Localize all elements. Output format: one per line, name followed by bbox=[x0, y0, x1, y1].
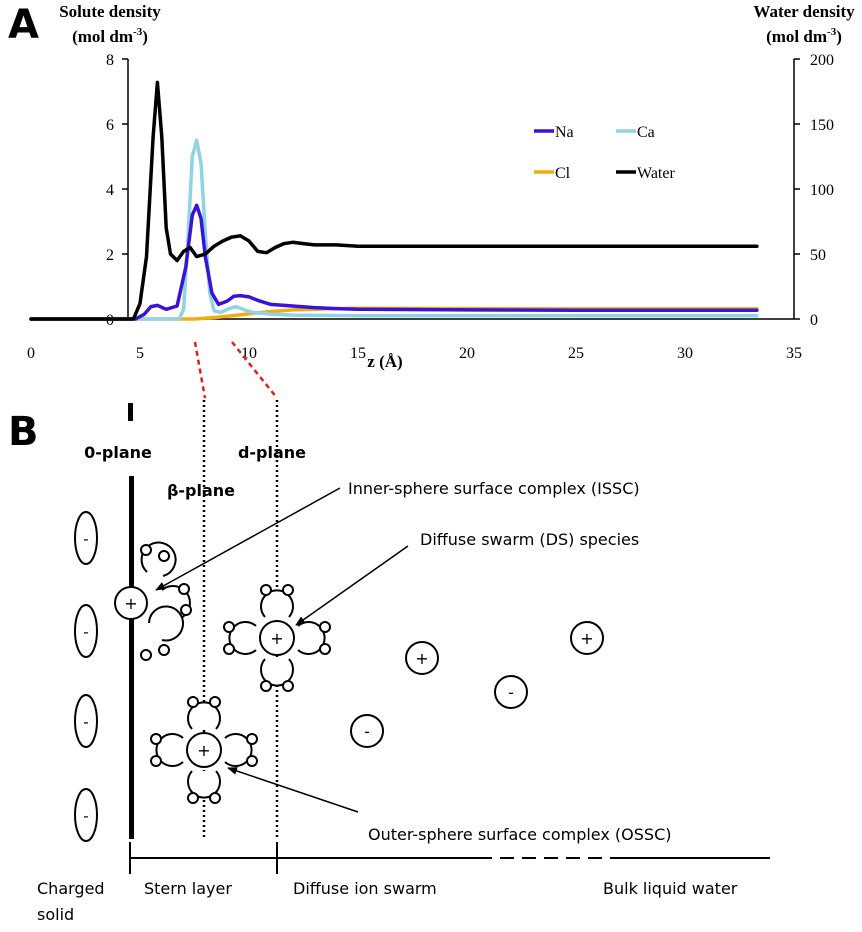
zero-plane-line bbox=[129, 476, 134, 839]
left-y-tick-label: 6 bbox=[106, 117, 114, 134]
right-y-tick-label: 200 bbox=[810, 52, 834, 69]
right-axis-title-line1: Water density bbox=[753, 2, 855, 21]
left-y-tick-label: 4 bbox=[106, 182, 114, 199]
legend: Na Ca Cl Water bbox=[534, 124, 675, 182]
panel-b: B 0-plane β-plane d-plane - - - - bbox=[8, 400, 770, 924]
x-tick-label: 0 bbox=[27, 345, 35, 362]
legend-label-na: Na bbox=[555, 124, 574, 141]
issc-arrow bbox=[155, 487, 341, 591]
chart-series bbox=[29, 80, 759, 321]
panel-a-label: A bbox=[8, 2, 39, 48]
svg-text:+: + bbox=[270, 629, 283, 648]
right-y-tick-label: 100 bbox=[810, 182, 834, 199]
svg-text:-: - bbox=[364, 722, 370, 741]
x-tick-label: 35 bbox=[786, 345, 802, 362]
left-y-tick-label: 2 bbox=[106, 247, 114, 264]
zero-plane-top-mark bbox=[128, 403, 133, 421]
right-y-tick-label: 50 bbox=[810, 247, 826, 264]
cation: + bbox=[186, 732, 222, 768]
beta-plane-label: β-plane bbox=[167, 481, 235, 500]
water-molecule bbox=[140, 541, 177, 577]
surface-negative-charge: - bbox=[74, 788, 98, 842]
left-y-tick-label: 8 bbox=[106, 52, 114, 69]
svg-text:-: - bbox=[508, 683, 514, 702]
water-molecule bbox=[260, 658, 294, 692]
x-tick-label: 20 bbox=[459, 345, 475, 362]
water-molecule bbox=[187, 770, 221, 804]
x-tick-label: 30 bbox=[677, 345, 693, 362]
right-y-tick-label: 150 bbox=[810, 117, 834, 134]
region-label-diffuse: Diffuse ion swarm bbox=[293, 879, 437, 898]
water-molecule bbox=[297, 621, 331, 655]
panel-b-label: B bbox=[8, 409, 39, 455]
svg-text:-: - bbox=[83, 807, 88, 825]
svg-text:+: + bbox=[197, 741, 210, 760]
panel-a: A Solute density (mol dm-3) Water densit… bbox=[8, 2, 855, 399]
series-line-water bbox=[29, 80, 759, 321]
zero-plane-label: 0-plane bbox=[84, 443, 152, 462]
right-y-tick-label: 0 bbox=[810, 312, 818, 329]
svg-text:-: - bbox=[83, 530, 88, 548]
svg-text:+: + bbox=[124, 594, 137, 613]
water-molecule bbox=[187, 696, 221, 730]
legend-label-cl: Cl bbox=[555, 165, 571, 182]
surface-charges: - - - - bbox=[74, 511, 98, 842]
water-molecule bbox=[140, 605, 184, 661]
surface-negative-charge: - bbox=[74, 604, 98, 658]
svg-text:+: + bbox=[415, 649, 428, 668]
water-molecule bbox=[223, 621, 257, 655]
free-cation: + bbox=[405, 641, 439, 675]
svg-text:-: - bbox=[83, 713, 88, 731]
d-plane-label: d-plane bbox=[238, 443, 306, 462]
x-tick-label: 10 bbox=[241, 345, 257, 362]
x-tick-label: 15 bbox=[350, 345, 366, 362]
issc-complex: + bbox=[114, 541, 192, 661]
cation: + bbox=[259, 620, 295, 656]
issc-label: Inner-sphere surface complex (ISSC) bbox=[348, 479, 640, 498]
connector-d bbox=[231, 341, 278, 399]
ossc-label: Outer-sphere surface complex (OSSC) bbox=[368, 825, 671, 844]
left-axis-title-line2: (mol dm-3) bbox=[72, 26, 148, 46]
ds-label: Diffuse swarm (DS) species bbox=[420, 530, 639, 549]
legend-label-water: Water bbox=[637, 165, 675, 182]
cation: + bbox=[114, 586, 148, 620]
ds-complex: + bbox=[223, 584, 331, 692]
free-ions: + + - - bbox=[350, 621, 604, 748]
free-anion: - bbox=[350, 714, 384, 748]
region-label-solid-line2: solid bbox=[37, 905, 74, 924]
surface-negative-charge: - bbox=[74, 694, 98, 748]
region-label-bulk: Bulk liquid water bbox=[603, 879, 738, 898]
series-line-na bbox=[29, 203, 759, 321]
ossc-arrow bbox=[227, 767, 359, 813]
connector-beta bbox=[193, 341, 207, 399]
free-anion: - bbox=[494, 675, 528, 709]
x-axis-title: z (Å) bbox=[367, 352, 402, 371]
series-line-ca bbox=[29, 138, 759, 321]
ossc-complex: + bbox=[150, 696, 258, 804]
surface-negative-charge: - bbox=[74, 511, 98, 565]
legend-label-ca: Ca bbox=[637, 124, 655, 141]
svg-text:+: + bbox=[580, 629, 593, 648]
x-tick-label: 5 bbox=[136, 345, 144, 362]
region-label-stern: Stern layer bbox=[144, 879, 232, 898]
free-cation: + bbox=[570, 621, 604, 655]
x-tick-label: 25 bbox=[568, 345, 584, 362]
region-label-solid-line1: Charged bbox=[37, 879, 105, 898]
svg-text:-: - bbox=[83, 623, 88, 641]
water-molecule bbox=[224, 733, 258, 767]
water-molecule bbox=[260, 584, 294, 618]
right-axis-title-line2: (mol dm-3) bbox=[766, 26, 842, 46]
left-axis-title-line1: Solute density bbox=[59, 2, 161, 21]
ds-arrow bbox=[295, 545, 409, 626]
water-molecule bbox=[150, 733, 184, 767]
